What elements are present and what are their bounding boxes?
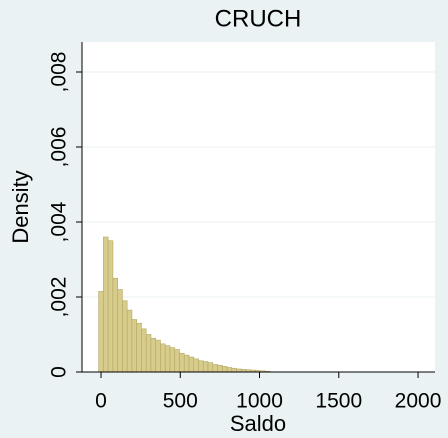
y-tick-label: ,008 [48,52,71,93]
bar [174,349,180,373]
plot-area [82,42,435,372]
x-tick-label: 500 [163,390,198,413]
bar [117,289,123,373]
x-tick-label: 2000 [395,390,442,413]
x-tick-label: 1500 [315,390,362,413]
bar [221,366,228,373]
chart-title: CRUCH [215,5,302,32]
y-tick-label: 0 [48,366,71,378]
bar [131,319,137,373]
bar [141,328,147,373]
bar [136,322,142,373]
bar [98,291,104,373]
x-tick-label: 1000 [236,390,283,413]
bar [145,334,152,373]
bar [160,343,166,373]
bar [226,367,233,373]
bar [202,361,209,373]
bar [231,367,237,373]
y-tick-label: ,006 [48,127,71,168]
bar [126,309,133,373]
bar [179,352,185,373]
bar [164,345,171,373]
y-tick-label: ,002 [48,277,71,318]
bar [188,356,195,373]
bar [207,362,214,373]
bar [122,300,128,373]
bar [193,358,199,373]
bar [198,360,204,373]
y-tick-label: ,004 [48,201,71,242]
y-axis-title: Density [8,170,33,243]
bar [183,354,190,373]
bar [212,364,218,373]
bar [217,364,223,373]
x-tick-label: 0 [95,390,107,413]
bar [155,339,161,373]
bar [150,337,157,373]
bar [169,347,176,373]
bar [103,236,109,373]
bar [112,277,118,373]
bar [107,240,114,373]
x-axis-title: Saldo [230,411,286,436]
